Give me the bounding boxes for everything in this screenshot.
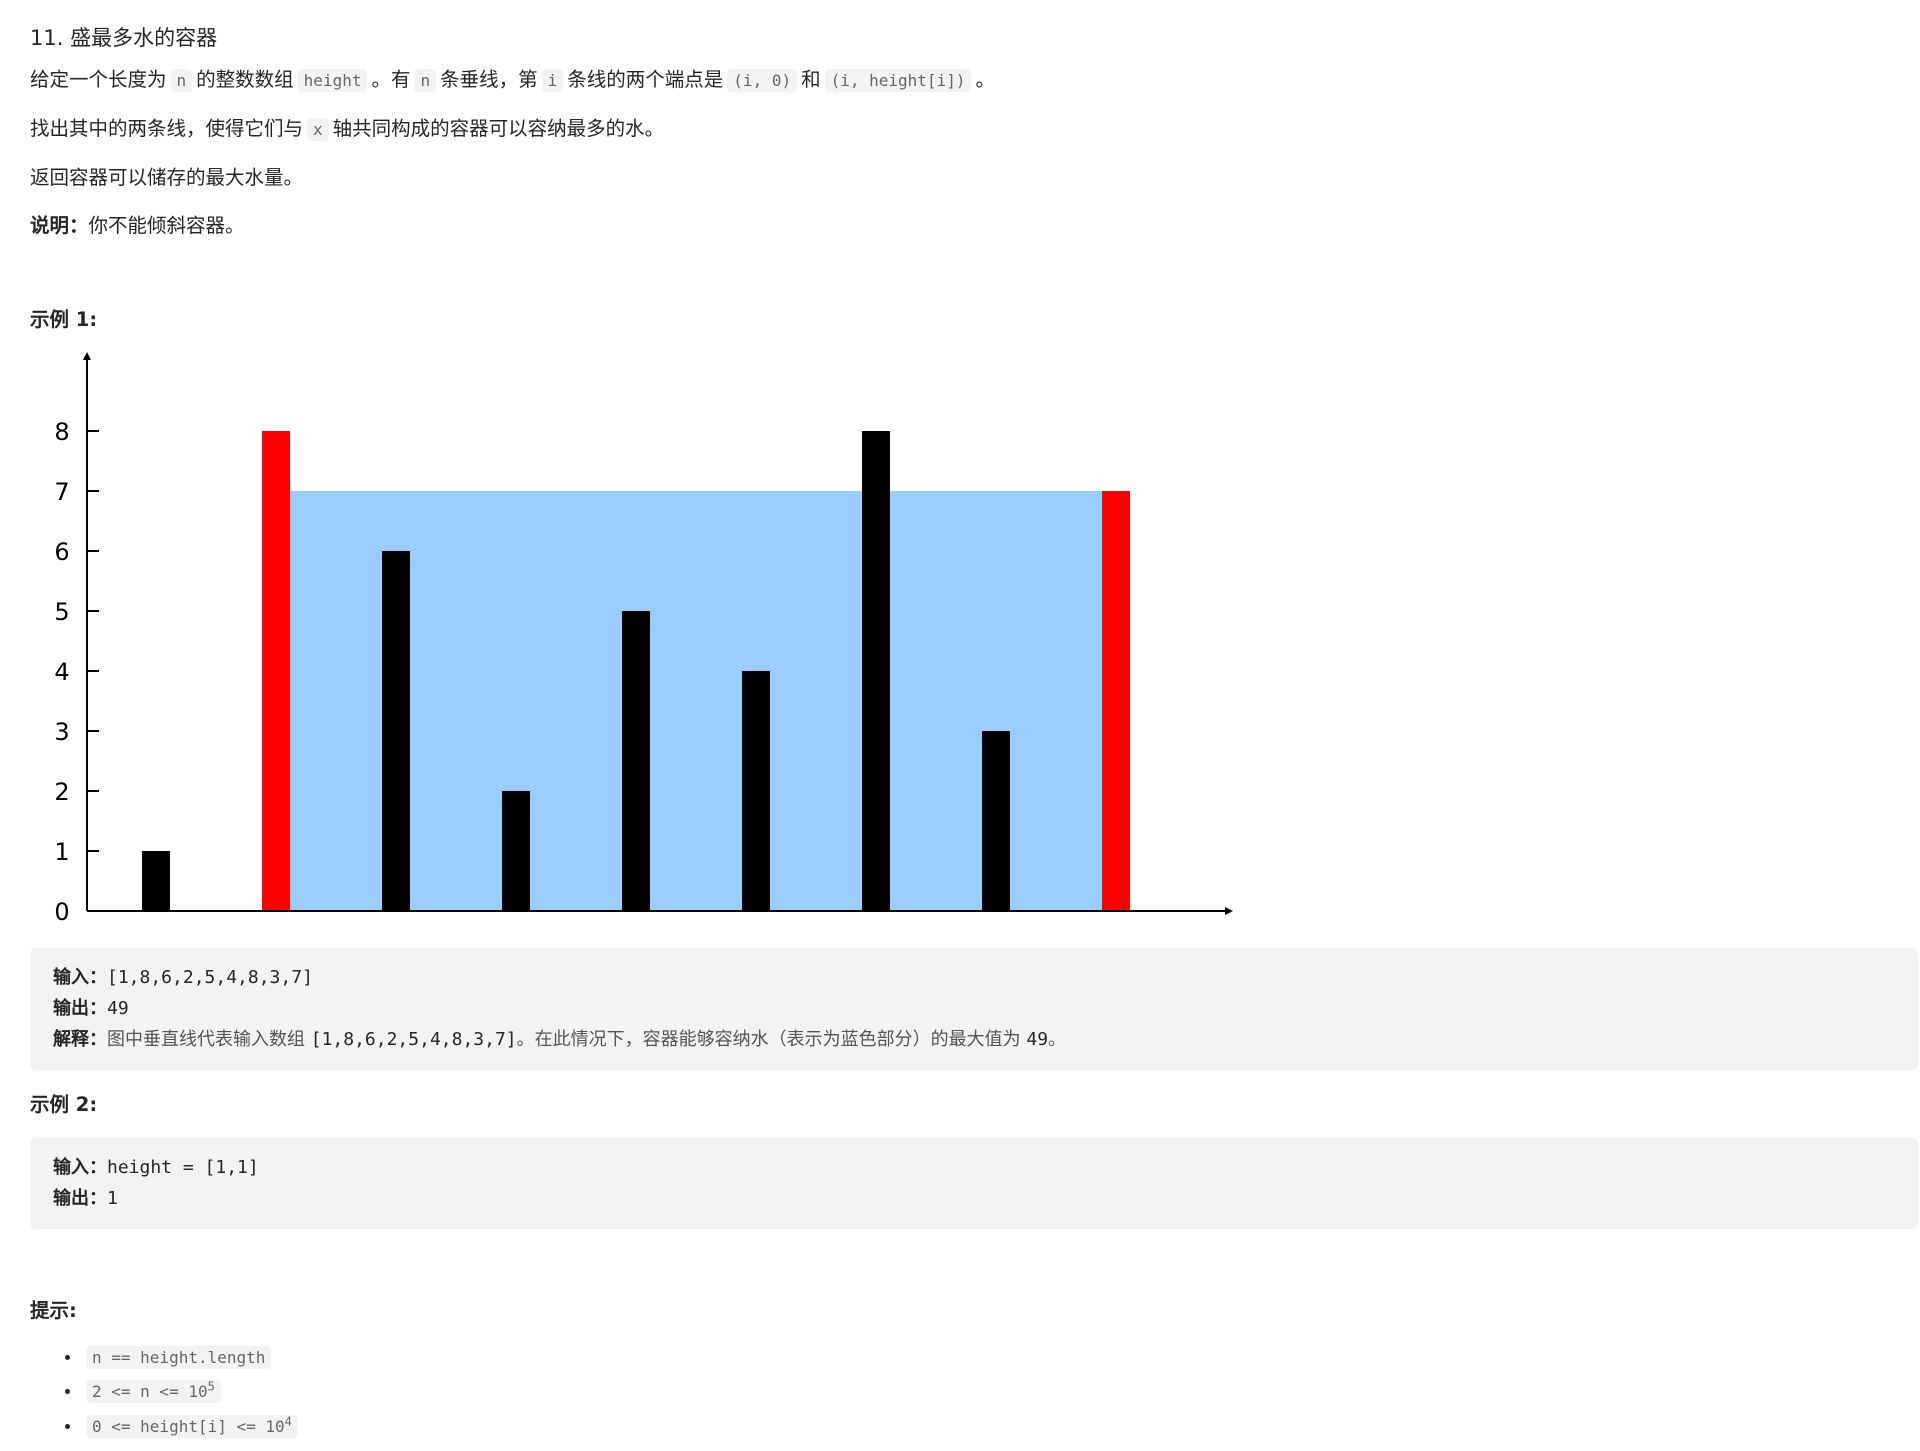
example1-output-line: 输出：49 <box>53 998 129 1019</box>
example1-title: 示例 1: <box>30 308 98 331</box>
x-axis-arrow <box>1225 907 1233 915</box>
y-tick-label: 7 <box>54 478 69 506</box>
example1-code-block: 输入：[1,8,6,2,5,4,8,3,7] 输出：49 解释：图中垂直线代表输… <box>30 948 1918 1070</box>
example2-code-block: 输入：height = [1,1] 输出：1 <box>30 1138 1918 1229</box>
description-note: 说明：你不能倾斜容器。 <box>30 210 1890 242</box>
chart-container: 0 1 2 3 4 5 6 7 8 <box>30 350 1270 934</box>
y-tick-label: 0 <box>54 898 69 926</box>
y-tick-label: 1 <box>54 838 69 866</box>
bar <box>382 551 410 911</box>
code-point-2: (i, height[i]) <box>824 69 972 92</box>
example2-section: 示例 2: <box>30 1090 97 1120</box>
y-tick-label: 4 <box>54 658 69 686</box>
code-x: x <box>307 118 329 141</box>
code-point-1: (i, 0) <box>727 69 798 92</box>
bar <box>142 851 170 911</box>
code-i: i <box>541 69 564 92</box>
example1-input-line: 输入：[1,8,6,2,5,4,8,3,7] <box>53 967 313 988</box>
description-p2: 找出其中的两条线，使得它们与 x 轴共同构成的容器可以容纳最多的水。 <box>30 117 665 141</box>
example2-title: 示例 2: <box>30 1093 98 1116</box>
hint-item: n == height.length <box>82 1343 302 1373</box>
y-tick-label: 5 <box>54 598 69 626</box>
description-p3: 返回容器可以储存的最大水量。 <box>30 166 304 189</box>
example2-input: height = [1,1] <box>107 1157 259 1178</box>
bar <box>502 791 530 911</box>
hint-item: 0 <= height[i] <= 104 <box>82 1407 302 1441</box>
hints-section: 提示: <box>30 1296 77 1326</box>
y-tick-label: 3 <box>54 718 69 746</box>
example1-section: 示例 1: <box>30 305 97 335</box>
water-area <box>276 491 1116 911</box>
bar <box>622 611 650 911</box>
note-text: 你不能倾斜容器。 <box>88 214 245 237</box>
example2-output-line: 输出：1 <box>53 1188 118 1209</box>
hints-title: 提示: <box>30 1299 77 1322</box>
example2-output: 1 <box>107 1188 118 1209</box>
problem-title: 11. 盛最多水的容器 <box>30 26 218 50</box>
code-n-2: n <box>414 69 437 92</box>
description-p1: 给定一个长度为 n 的整数数组 height 。有 n 条垂线，第 i 条线的两个端点是 (i, … <box>30 68 995 92</box>
example1-input: [1,8,6,2,5,4,8,3,7] <box>107 967 313 988</box>
hints-list-wrap: n == height.length 2 <= n <= 105 0 <= he… <box>30 1343 302 1442</box>
code-height: height <box>297 69 368 92</box>
highlight-bar <box>1102 491 1130 911</box>
y-tick-label: 6 <box>54 538 69 566</box>
bar <box>982 731 1010 911</box>
hints-list: n == height.length 2 <= n <= 105 0 <= he… <box>30 1343 302 1442</box>
example1-output: 49 <box>107 998 129 1019</box>
hint-item: 2 <= n <= 105 <box>82 1373 302 1407</box>
container-chart: 0 1 2 3 4 5 6 7 8 <box>54 352 1233 926</box>
note-label: 说明： <box>30 214 89 237</box>
y-tick-label: 2 <box>54 778 69 806</box>
problem-page: 11. 盛最多水的容器 给定一个长度为 n 的整数数组 height 。有 n 条垂线，第 i… <box>30 18 1890 258</box>
y-axis-arrow <box>83 352 91 360</box>
highlight-bar <box>262 431 290 911</box>
bar <box>862 431 890 911</box>
code-n: n <box>170 69 193 92</box>
example1-explain-line: 解释：图中垂直线代表输入数组 [1,8,6,2,5,4,8,3,7]。在此情况下… <box>53 1029 1067 1050</box>
y-tick-label: 8 <box>54 418 69 446</box>
bar <box>742 671 770 911</box>
example2-input-line: 输入：height = [1,1] <box>53 1157 259 1178</box>
